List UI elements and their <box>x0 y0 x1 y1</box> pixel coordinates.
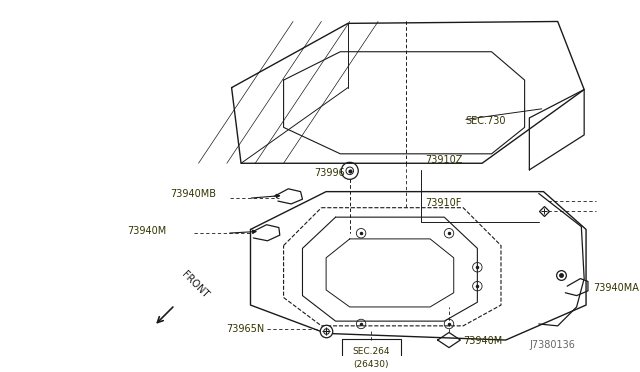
Text: SEC.264: SEC.264 <box>353 347 390 356</box>
Text: 73910F: 73910F <box>426 198 461 208</box>
Text: 73940MA: 73940MA <box>594 283 639 293</box>
Text: 73940M: 73940M <box>127 226 167 236</box>
Text: SEC.730: SEC.730 <box>465 116 506 126</box>
Text: 73965N: 73965N <box>227 324 265 334</box>
Text: 73940M: 73940M <box>463 336 502 346</box>
Text: (26430): (26430) <box>354 360 389 369</box>
Text: J7380136: J7380136 <box>529 340 575 350</box>
Text: 73910Z: 73910Z <box>426 155 463 165</box>
Text: 73996: 73996 <box>314 168 345 178</box>
Text: FRONT: FRONT <box>180 270 211 300</box>
Text: 73940MB: 73940MB <box>170 189 216 199</box>
